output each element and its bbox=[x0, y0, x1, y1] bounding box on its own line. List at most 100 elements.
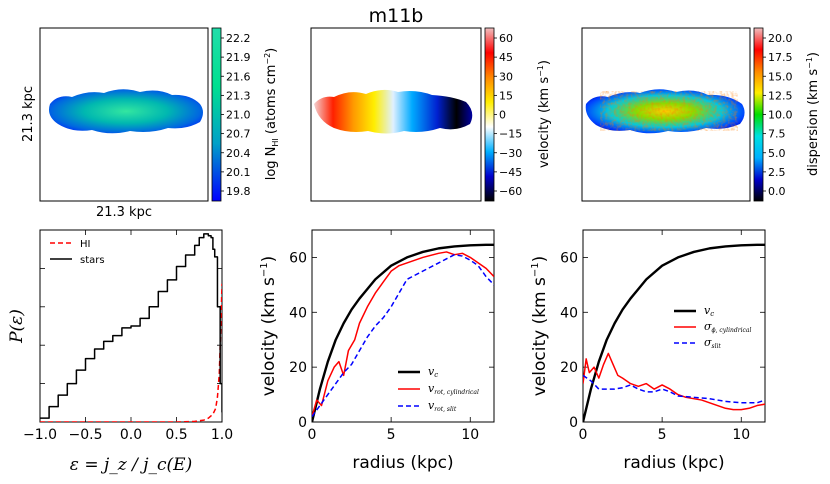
legend-vc-main: v bbox=[428, 365, 435, 378]
rotation-curve-series-v-rot-slit bbox=[312, 253, 494, 417]
dispersion-curve-ytick-label: 60 bbox=[560, 250, 578, 266]
dispersion-curve-legend: vc σϕ, cylindrical σslit bbox=[674, 304, 751, 350]
rotation-curve-ytick-label: 20 bbox=[289, 360, 307, 376]
rotation-curve-series-v-c bbox=[312, 243, 494, 422]
rotation-curve-ytick-label: 60 bbox=[289, 250, 307, 266]
circularity-xlabel: ε = j_z / j_c(E) bbox=[70, 455, 192, 475]
velocity-colorbar-label: velocity (km s−1) bbox=[536, 60, 552, 168]
legend-vrot-cyl-label: vrot, cylindrical bbox=[428, 382, 479, 396]
hi-colorbar-label-close: ) bbox=[264, 48, 279, 53]
dispersion-curve-xtick-label: 0 bbox=[579, 427, 588, 443]
hi-colorbar-ticks: 22.2 21.9 21.6 21.3 21.0 20.7 20.4 20.1 19.8 bbox=[221, 32, 251, 198]
legend-sigma-slit-label: σslit bbox=[704, 336, 721, 350]
velocity-colorbar-label-exp: −1 bbox=[536, 65, 545, 77]
hi-colorbar-tick-label: 21.3 bbox=[226, 89, 251, 102]
hi-disk bbox=[49, 89, 203, 134]
dispersion-curve-axis-ticks: 0 5 10 0 20 40 60 bbox=[560, 230, 765, 443]
dispersion-curve-series-sigma-phi-cylindrical bbox=[583, 352, 765, 411]
rotation-curve-panel: 0 5 10 0 20 40 60 radius (kpc) velocity (km s−… bbox=[259, 229, 495, 473]
rotation-curve-ytick-label: 40 bbox=[289, 305, 307, 321]
rotation-curve-ylabel-exp: −1 bbox=[259, 262, 270, 277]
legend-vc2-label: vc bbox=[704, 304, 714, 318]
dispersion-colorbar-tick-label: 7.5 bbox=[768, 128, 786, 141]
dispersion-colorbar-tick-label: 17.5 bbox=[768, 51, 793, 64]
figure-title: m11b bbox=[369, 5, 424, 27]
velocity-disk bbox=[314, 89, 473, 134]
dispersion-colorbar-label-close: ) bbox=[806, 52, 821, 57]
hi-colorbar-label-main: log N bbox=[264, 147, 279, 181]
dispersion-colorbar-label-text: dispersion (km s bbox=[806, 69, 821, 176]
velocity-colorbar bbox=[484, 27, 495, 202]
hi-colorbar-label-sub: HI bbox=[271, 138, 280, 146]
rotation-curve-ylabel-text: velocity (km s bbox=[259, 277, 279, 396]
legend-sigma-phi-main: σ bbox=[704, 320, 712, 333]
legend-vrot-cyl-main: v bbox=[428, 382, 435, 395]
circularity-panel: −1.0 −0.5 0.0 0.5 1.0 ε = j_z / j_c(E) P(ε) … bbox=[7, 229, 233, 475]
hi-colorbar-tick-label: 20.1 bbox=[226, 166, 251, 179]
rotation-curve-series bbox=[312, 243, 494, 422]
dispersion-colorbar-tick-label: 10.0 bbox=[768, 109, 793, 122]
rotation-curve-legend: vc vrot, cylindrical vrot, slit bbox=[398, 365, 479, 413]
velocity-colorbar-ticks: 60 45 30 15 0 −15 −30 −45 −60 bbox=[494, 32, 522, 198]
dispersion-colorbar bbox=[753, 27, 764, 202]
rotation-curve-xlabel: radius (kpc) bbox=[352, 453, 453, 473]
hi-colorbar-tick-label: 19.8 bbox=[226, 185, 251, 198]
rotation-curve-xtick-label: 10 bbox=[461, 427, 479, 443]
circularity-xtick-label: −0.5 bbox=[69, 427, 103, 443]
legend-vc-sub: c bbox=[434, 371, 438, 379]
dispersion-colorbar-tick-label: 2.5 bbox=[768, 166, 786, 179]
velocity-colorbar-tick-label: 60 bbox=[499, 32, 513, 45]
velocity-colorbar-label-text: velocity (km s bbox=[537, 77, 552, 168]
rotation-curve-series-v-rot-cylindrical bbox=[312, 251, 494, 417]
velocity-colorbar-tick-label: 15 bbox=[499, 89, 513, 102]
legend-vrot-cyl-sub: rot, cylindrical bbox=[434, 389, 479, 396]
legend-vrot-slit-main: v bbox=[428, 399, 435, 412]
dispersion-curve-ytick-label: 20 bbox=[560, 360, 578, 376]
velocity-colorbar-tick-label: −45 bbox=[499, 166, 522, 179]
dispersion-curve-ytick-label: 0 bbox=[569, 415, 578, 431]
hi-map-xlabel: 21.3 kpc bbox=[96, 205, 152, 220]
legend-sigma-slit-main: σ bbox=[704, 336, 712, 349]
circularity-xtick-label: −1.0 bbox=[23, 427, 57, 443]
legend-hi-label: HI bbox=[80, 239, 90, 250]
dispersion-colorbar-tick-label: 0.0 bbox=[768, 185, 786, 198]
hi-colorbar-label-exp: −2 bbox=[263, 53, 272, 65]
legend-vc-label: vc bbox=[428, 365, 438, 379]
hi-colorbar-tick-label: 20.4 bbox=[226, 147, 251, 160]
velocity-colorbar-tick-label: 30 bbox=[499, 70, 513, 83]
circularity-axis-ticks: −1.0 −0.5 0.0 0.5 1.0 bbox=[23, 230, 233, 443]
legend-vc2-sub: c bbox=[710, 310, 714, 318]
dispersion-colorbar-ticks: 20.0 17.5 15.0 12.5 10.0 7.5 5.0 2.5 0.0 bbox=[763, 32, 793, 198]
dispersion-colorbar-tick-label: 5.0 bbox=[768, 147, 786, 160]
dispersion-curve-panel: 0 5 10 0 20 40 60 radius (kpc) velocity (km s−… bbox=[530, 229, 766, 473]
dispersion-curve-ylabel-text: velocity (km s bbox=[530, 277, 550, 396]
hi-colorbar-tick-label: 21.9 bbox=[226, 51, 251, 64]
dispersion-curve-ylabel: velocity (km s−1) bbox=[530, 256, 550, 397]
legend-vc2-main: v bbox=[704, 304, 711, 317]
legend-vrot-slit-label: vrot, slit bbox=[428, 399, 457, 413]
rotation-curve-ylabel: velocity (km s−1) bbox=[259, 256, 279, 397]
hi-colorbar-tick-label: 22.2 bbox=[226, 32, 251, 45]
circularity-legend: HI stars bbox=[50, 239, 105, 266]
circularity-xtick-label: 0.5 bbox=[165, 427, 187, 443]
legend-sigma-phi-sub: ϕ, cylindrical bbox=[712, 327, 752, 334]
dispersion-colorbar-tick-label: 12.5 bbox=[768, 89, 793, 102]
dispersion-curve-ylabel-close: ) bbox=[530, 256, 550, 263]
legend-sigma-phi-label: σϕ, cylindrical bbox=[704, 320, 751, 334]
velocity-colorbar-tick-label: −30 bbox=[499, 147, 522, 160]
rotation-curve-xtick-label: 0 bbox=[308, 427, 317, 443]
velocity-map-panel: m11b 60 45 30 15 0 −15 −30 −45 −60 velocity (km … bbox=[310, 5, 552, 202]
rotation-curve-ylabel-close: ) bbox=[259, 256, 279, 263]
hi-map-panel: 21.3 kpc 21.3 kpc 22.2 21.9 21.6 21.3 21.0 20… bbox=[21, 27, 280, 220]
dispersion-colorbar-tick-label: 20.0 bbox=[768, 32, 793, 45]
velocity-colorbar-tick-label: 45 bbox=[499, 51, 513, 64]
circularity-xtick-label: 0.0 bbox=[120, 427, 142, 443]
velocity-colorbar-tick-label: 0 bbox=[499, 109, 506, 122]
circularity-series bbox=[40, 233, 222, 422]
hi-colorbar bbox=[211, 27, 222, 202]
dispersion-curve-xlabel: radius (kpc) bbox=[623, 453, 724, 473]
velocity-colorbar-tick-label: −60 bbox=[499, 185, 522, 198]
hi-colorbar-tick-label: 21.6 bbox=[226, 70, 251, 83]
